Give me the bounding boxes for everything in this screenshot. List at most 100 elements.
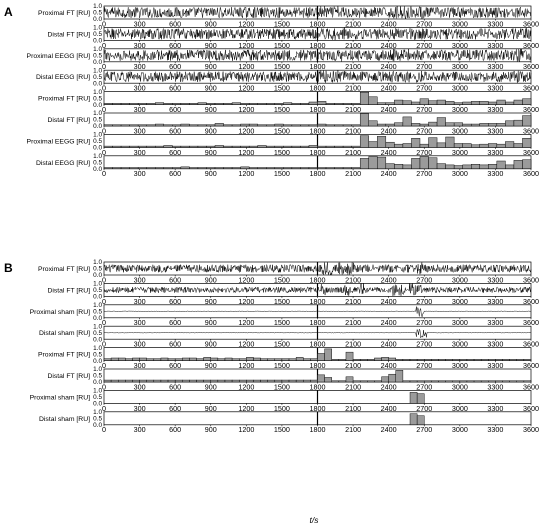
y-tick-label: 0.0 <box>93 294 102 301</box>
x-tick-label: 1200 <box>238 62 254 71</box>
histogram-bar <box>189 167 199 170</box>
x-tick-label: 0 <box>102 84 106 93</box>
x-tick-label: 2700 <box>416 318 432 327</box>
histogram-bar <box>402 116 412 127</box>
x-tick-label: 2400 <box>381 340 397 349</box>
histogram-bar <box>196 379 204 383</box>
histogram-bar <box>368 141 378 148</box>
histogram-bar <box>217 358 226 361</box>
x-tick-label: 600 <box>169 126 181 135</box>
x-tick-label: 600 <box>169 275 181 284</box>
x-tick-label: 2100 <box>345 148 361 157</box>
histogram-bar <box>509 380 517 383</box>
histogram-bar <box>416 415 425 426</box>
x-tick-label: 3300 <box>487 318 503 327</box>
x-tick-label: 3300 <box>487 41 503 50</box>
histogram-bar <box>395 370 404 383</box>
histogram-bar <box>359 359 368 361</box>
x-tick-label: 3000 <box>452 297 468 306</box>
subplot-row: Proximal FT [RU]0.00.51.0 0 300 600 900 1200 1… <box>38 3 539 28</box>
x-tick-label: 1200 <box>238 340 254 349</box>
histogram-bar <box>260 379 268 383</box>
x-tick-label: 900 <box>205 361 217 370</box>
histogram-bar <box>377 156 387 170</box>
y-tick-label: 0.5 <box>93 394 102 401</box>
x-tick-label: 900 <box>205 126 217 135</box>
subplot-row: Proximal sham [RU]0.00.51.00 300 600 900 120… <box>30 388 539 413</box>
x-tick-label: 2400 <box>381 425 397 434</box>
x-tick-label: 2700 <box>416 404 432 413</box>
panel-b: Proximal FT [RU]0.00.51.00 300 600 900 1200 1… <box>30 259 539 434</box>
x-tick-label: 3000 <box>452 169 468 178</box>
x-tick-label: 1200 <box>238 382 254 391</box>
x-tick-label: 1500 <box>274 148 290 157</box>
histogram-bar <box>502 359 510 361</box>
histogram-bar <box>394 164 404 170</box>
x-tick-label: 300 <box>134 404 146 413</box>
x-tick-label: 2400 <box>381 404 397 413</box>
row-label: Distal EEGG [RU] <box>36 160 90 167</box>
x-tick-label: 3600 <box>523 340 539 349</box>
histogram-bar <box>345 376 354 383</box>
row-label: Proximal EEGG [RU] <box>27 138 91 145</box>
x-tick-label: 3000 <box>452 361 468 370</box>
x-tick-label: 3600 <box>523 404 539 413</box>
x-tick-label: 600 <box>169 404 181 413</box>
histogram-bar <box>359 135 369 148</box>
x-tick-label: 1800 <box>310 318 326 327</box>
histogram-bar <box>488 164 498 170</box>
x-tick-label: 2100 <box>345 169 361 178</box>
x-tick-label: 300 <box>134 84 146 93</box>
histogram-bar <box>291 103 301 105</box>
histogram-bar <box>385 163 395 170</box>
histogram-bar <box>180 166 190 170</box>
histogram-bar <box>155 167 165 170</box>
histogram-bar <box>288 379 297 383</box>
row-label: Proximal EEGG [RU] <box>27 53 91 60</box>
x-tick-label: 3300 <box>487 148 503 157</box>
x-tick-label: 1200 <box>238 126 254 135</box>
histogram-bar <box>522 98 532 105</box>
histogram-bar <box>325 167 335 170</box>
x-tick-label: 1800 <box>310 84 326 93</box>
x-tick-label: 0 <box>102 318 106 327</box>
histogram-bar <box>120 145 130 148</box>
row-label: Proximal FT [RU] <box>38 352 90 359</box>
x-tick-label: 1500 <box>274 297 290 306</box>
x-tick-label: 2100 <box>345 318 361 327</box>
histogram-bar <box>112 145 122 148</box>
x-tick-label: 2400 <box>381 19 397 28</box>
x-tick-label: 300 <box>134 425 146 434</box>
histogram-bar <box>153 379 162 383</box>
histogram-bar <box>110 357 119 361</box>
y-tick-label: 0.5 <box>93 287 102 294</box>
x-tick-label: 3000 <box>452 126 468 135</box>
x-tick-label: 2400 <box>381 126 397 135</box>
x-tick-label: 600 <box>169 297 181 306</box>
x-tick-label: 3600 <box>523 361 539 370</box>
x-tick-label: 1500 <box>274 340 290 349</box>
row-label: Distal FT [RU] <box>47 373 90 380</box>
x-tick-label: 600 <box>169 105 181 114</box>
histogram-bar <box>257 124 267 127</box>
histogram-bar <box>438 359 446 361</box>
x-tick-label: 2100 <box>345 84 361 93</box>
subplot-row: Distal FT [RU]0.00.51.0 0 300 600 900 1200 150… <box>47 110 539 135</box>
x-tick-label: 1500 <box>274 126 290 135</box>
histogram-bar <box>180 145 190 148</box>
y-tick-label: 0.5 <box>93 160 102 167</box>
x-tick-label: 2100 <box>345 361 361 370</box>
y-tick-label: 0.0 <box>93 102 102 109</box>
histogram-bar <box>146 167 156 170</box>
x-tick-label: 3600 <box>523 382 539 391</box>
x-tick-label: 900 <box>205 62 217 71</box>
y-tick-label: 0.0 <box>93 401 102 408</box>
histogram-bar <box>224 357 233 361</box>
x-tick-label: 0 <box>102 126 106 135</box>
histogram-bar <box>411 158 421 170</box>
x-tick-label: 3300 <box>487 404 503 413</box>
histogram-bar <box>317 101 327 105</box>
x-tick-label: 3000 <box>452 62 468 71</box>
histogram-bar <box>359 113 369 127</box>
y-tick-label: 0.0 <box>93 315 102 322</box>
